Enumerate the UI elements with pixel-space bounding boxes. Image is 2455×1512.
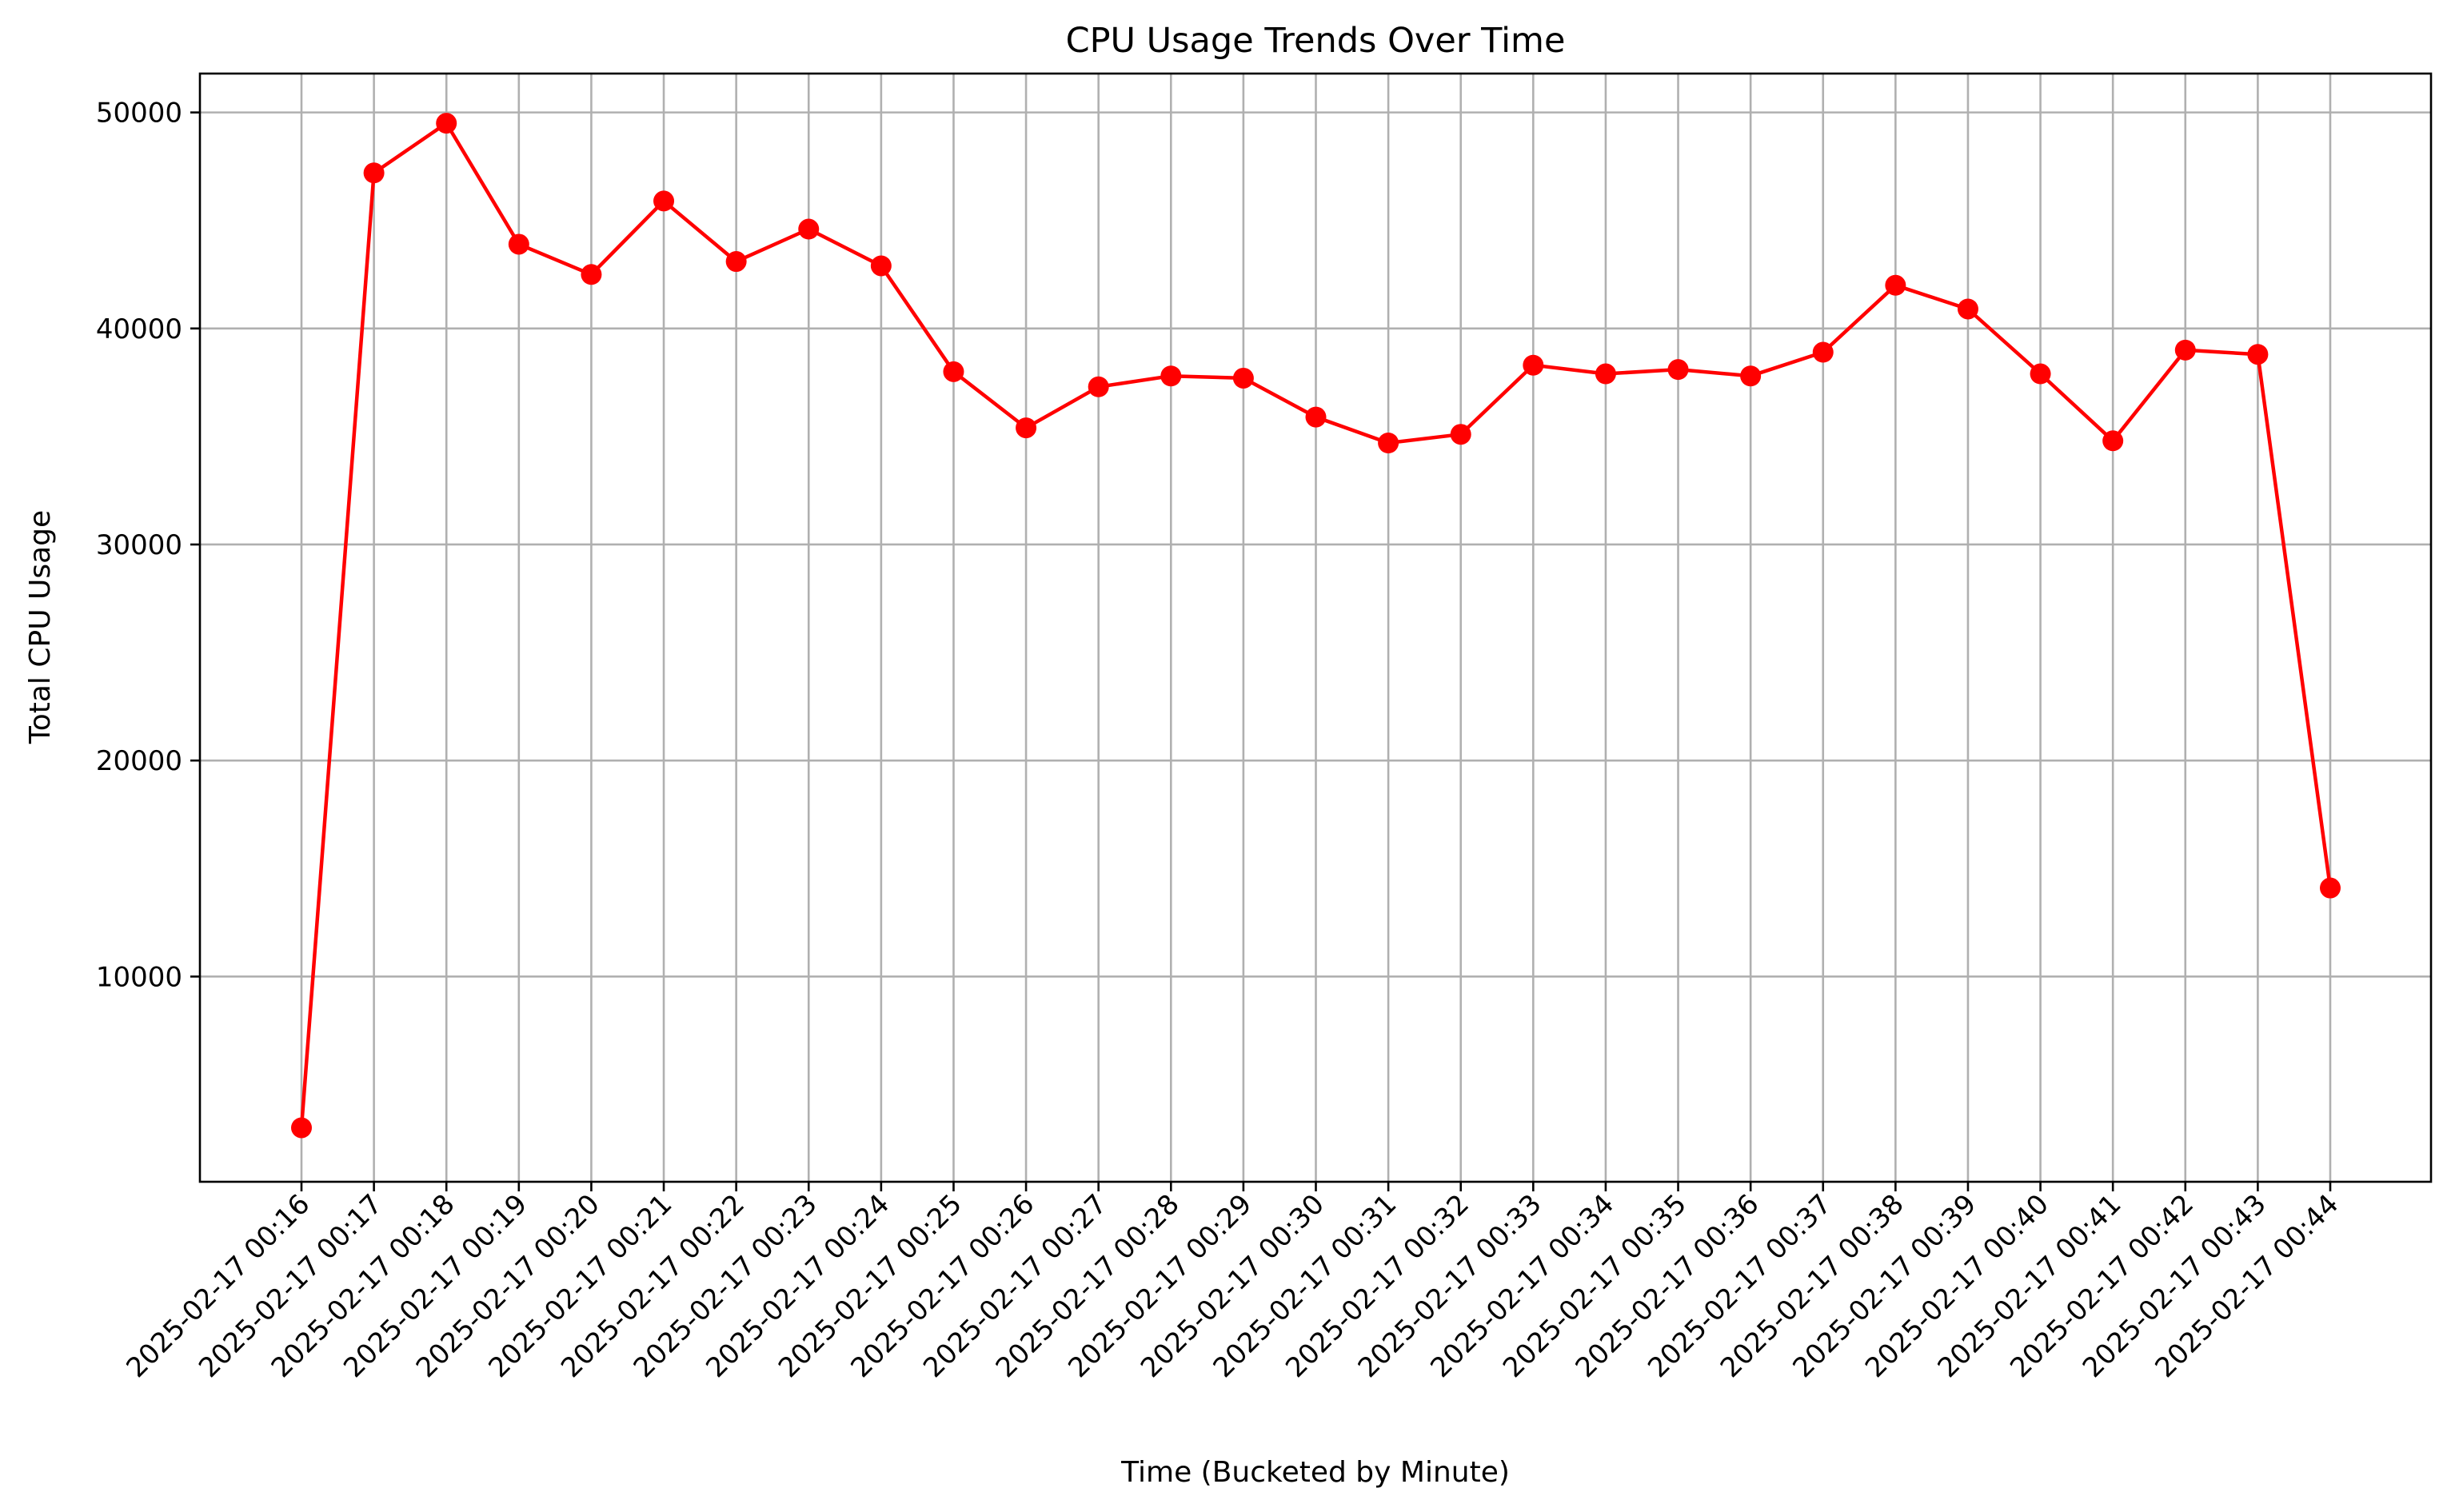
data-point [363,162,385,184]
data-point [1595,363,1616,385]
data-point [1016,417,1037,439]
data-point [581,264,602,285]
data-point [1740,365,1762,387]
x-axis-label: Time (Bucketed by Minute) [1120,1456,1510,1489]
data-point [2174,339,2196,361]
y-tick-label: 20000 [96,745,182,777]
data-point [870,255,892,277]
data-point [2030,363,2051,385]
y-axis-ticks: 10000 20000 30000 40000 50000 [96,98,200,993]
y-tick-label: 40000 [96,313,182,345]
cpu-usage-series [291,113,2341,1139]
y-tick-label: 50000 [96,98,182,130]
y-gridlines [200,111,2431,978]
data-point [798,218,820,240]
data-point [725,251,747,273]
data-point [1957,298,1978,320]
data-point [1160,365,1182,387]
data-point [943,361,964,382]
data-point [2102,430,2124,452]
data-point [436,113,457,134]
data-point [2320,877,2341,899]
chart-title: CPU Usage Trends Over Time [1066,21,1566,61]
data-point [1232,367,1254,389]
data-point [1305,406,1327,428]
data-point [1088,376,1109,397]
data-point [1378,433,1399,453]
data-point [2247,344,2269,365]
y-axis-label: Total CPU Usage [24,510,57,744]
x-gridlines [300,74,2332,1182]
data-point [1667,359,1689,381]
data-point [1523,354,1544,376]
data-point [508,233,529,255]
y-tick-label: 30000 [96,529,182,561]
y-tick-label: 10000 [96,961,182,993]
data-point [1450,424,1471,445]
data-point [1812,341,1834,363]
data-point [653,190,675,212]
data-point [1885,274,1906,296]
data-point [291,1117,312,1139]
